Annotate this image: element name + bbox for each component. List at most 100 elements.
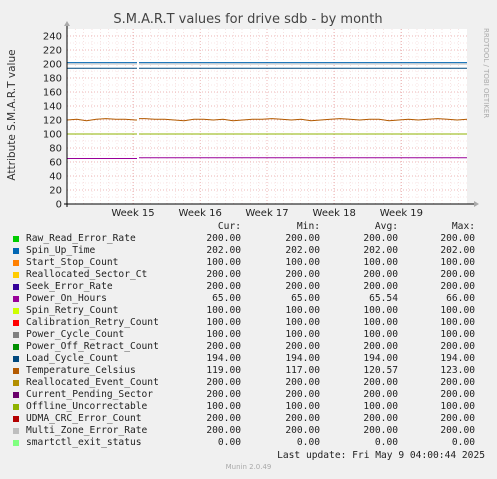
legend-min: 200.00 — [285, 377, 320, 388]
legend-min: 100.00 — [285, 257, 320, 268]
legend-max: 123.00 — [440, 365, 475, 376]
y-tick-label: 80 — [49, 144, 62, 155]
legend-avg: 200.00 — [363, 413, 398, 424]
legend-cur: 100.00 — [206, 329, 241, 340]
header-avg: Avg: — [374, 221, 398, 232]
legend-row: Start_Stop_Count 100.00 100.00 100.00 100.00 — [13, 257, 485, 269]
y-tick-label: 240 — [43, 32, 62, 43]
legend-label: Reallocated_Event_Count — [26, 377, 159, 388]
legend-swatch — [13, 272, 19, 278]
legend-max: 100.00 — [440, 305, 475, 316]
legend-label: Load_Cycle_Count — [26, 353, 119, 364]
legend-cur: 200.00 — [206, 413, 241, 424]
legend-min: 194.00 — [285, 353, 320, 364]
y-axis-label: Attribute S.M.A.R.T value — [6, 49, 18, 180]
legend-max: 0.00 — [451, 437, 475, 448]
header-cur: Cur: — [217, 221, 241, 232]
y-ticks: 0 20 40 60 80 100 120 140 160 180 200 220 240 — [43, 32, 62, 211]
y-tick-label: 100 — [43, 130, 62, 141]
y-tick-label: 140 — [43, 102, 62, 113]
legend-swatch — [13, 296, 19, 302]
legend-avg: 100.00 — [363, 401, 398, 412]
legend-min: 100.00 — [285, 329, 320, 340]
legend-avg: 200.00 — [363, 377, 398, 388]
legend-avg: 202.00 — [363, 245, 398, 256]
last-update: Last update: Fri May 9 04:00:44 2025 — [277, 450, 485, 461]
legend-cur: 100.00 — [206, 401, 241, 412]
legend-label: Start_Stop_Count — [26, 257, 119, 268]
y-axis-arrow — [64, 21, 70, 26]
legend-max: 200.00 — [440, 389, 475, 400]
legend-min: 100.00 — [285, 305, 320, 316]
header-max: Max: — [451, 221, 475, 232]
y-tick-label: 0 — [56, 200, 62, 211]
legend-row: Raw_Read_Error_Rate 200.00 200.00 200.00 200… — [13, 233, 485, 245]
legend-swatch — [13, 356, 19, 362]
legend-row: Seek_Error_Rate 200.00 200.00 200.00 200.00 — [13, 281, 485, 293]
legend-label: Power_Off_Retract_Count — [26, 341, 159, 352]
legend-max: 100.00 — [440, 329, 475, 340]
x-tick-label: Week 18 — [313, 208, 356, 219]
legend-cur: 119.00 — [206, 365, 241, 376]
legend-row: Reallocated_Event_Count 200.00 200.00 200.0… — [13, 377, 485, 389]
legend-max: 100.00 — [440, 401, 475, 412]
legend-swatch — [13, 284, 19, 290]
rrdtool-credit: RRDTOOL / TOBI OETIKER — [482, 28, 490, 118]
legend-avg: 200.00 — [363, 341, 398, 352]
legend-avg: 120.57 — [363, 365, 398, 376]
legend-label: Calibration_Retry_Count — [26, 317, 159, 328]
legend-max: 200.00 — [440, 281, 475, 292]
legend-min: 200.00 — [285, 269, 320, 280]
legend-label: Seek_Error_Rate — [26, 281, 113, 292]
legend-min: 202.00 — [285, 245, 320, 256]
legend-label: Multi_Zone_Error_Rate — [26, 425, 148, 436]
legend-avg: 200.00 — [363, 233, 398, 244]
legend-min: 100.00 — [285, 317, 320, 328]
legend-row: Power_On_Hours 65.00 65.00 65.54 66.00 — [13, 293, 485, 305]
legend-swatch — [13, 428, 19, 434]
legend-row: Power_Cycle_Count 100.00 100.00 100.00 100.0… — [13, 329, 485, 341]
legend-min: 65.00 — [291, 293, 320, 304]
legend-avg: 200.00 — [363, 269, 398, 280]
legend-row: Spin_Retry_Count 100.00 100.00 100.00 100.00 — [13, 305, 485, 317]
legend-row: Temperature_Celsius 119.00 117.00 120.57 123… — [13, 365, 485, 377]
x-ticks: Week 15 Week 16 Week 17 Week 18 Week 19 — [111, 208, 423, 219]
chart-area: S.M.A.R.T values for drive sdb - by mont… — [6, 12, 490, 219]
header-min: Min: — [296, 221, 320, 232]
legend: Cur: Min: Avg: Max: Raw_Read_Error_Rate 2… — [13, 221, 485, 449]
legend-row: Reallocated_Sector_Ct 200.00 200.00 200.00 2… — [13, 269, 485, 281]
series-lines — [66, 62, 468, 205]
legend-max: 200.00 — [440, 413, 475, 424]
legend-swatch — [13, 440, 19, 446]
legend-cur: 100.00 — [206, 305, 241, 316]
legend-label: Power_On_Hours — [26, 293, 107, 304]
legend-cur: 200.00 — [206, 389, 241, 400]
series-line-temperature-celsius — [139, 118, 468, 122]
y-tick-label: 120 — [43, 116, 62, 127]
legend-avg: 100.00 — [363, 257, 398, 268]
legend-avg: 0.00 — [374, 437, 398, 448]
y-tick-label: 160 — [43, 88, 62, 99]
legend-max: 200.00 — [440, 233, 475, 244]
legend-swatch — [13, 332, 19, 338]
y-tick-label: 60 — [49, 158, 62, 169]
legend-label: UDMA_CRC_Error_Count — [26, 413, 142, 424]
legend-swatch — [13, 404, 19, 410]
legend-max: 66.00 — [446, 293, 475, 304]
legend-max: 200.00 — [440, 425, 475, 436]
legend-cur: 200.00 — [206, 341, 241, 352]
legend-row: Power_Off_Retract_Count 200.00 200.00 200.0… — [13, 341, 485, 353]
legend-label: Current_Pending_Sector — [26, 389, 154, 400]
legend-max: 200.00 — [440, 269, 475, 280]
legend-max: 202.00 — [440, 245, 475, 256]
x-axis-arrow — [474, 201, 479, 207]
legend-swatch — [13, 380, 19, 386]
legend-avg: 100.00 — [363, 317, 398, 328]
legend-min: 100.00 — [285, 401, 320, 412]
legend-cur: 202.00 — [206, 245, 241, 256]
legend-label: Reallocated_Sector_Ct — [26, 269, 148, 280]
legend-cur: 194.00 — [206, 353, 241, 364]
legend-label: Spin_Up_Time — [26, 245, 96, 256]
legend-avg: 65.54 — [369, 293, 398, 304]
legend-avg: 100.00 — [363, 305, 398, 316]
